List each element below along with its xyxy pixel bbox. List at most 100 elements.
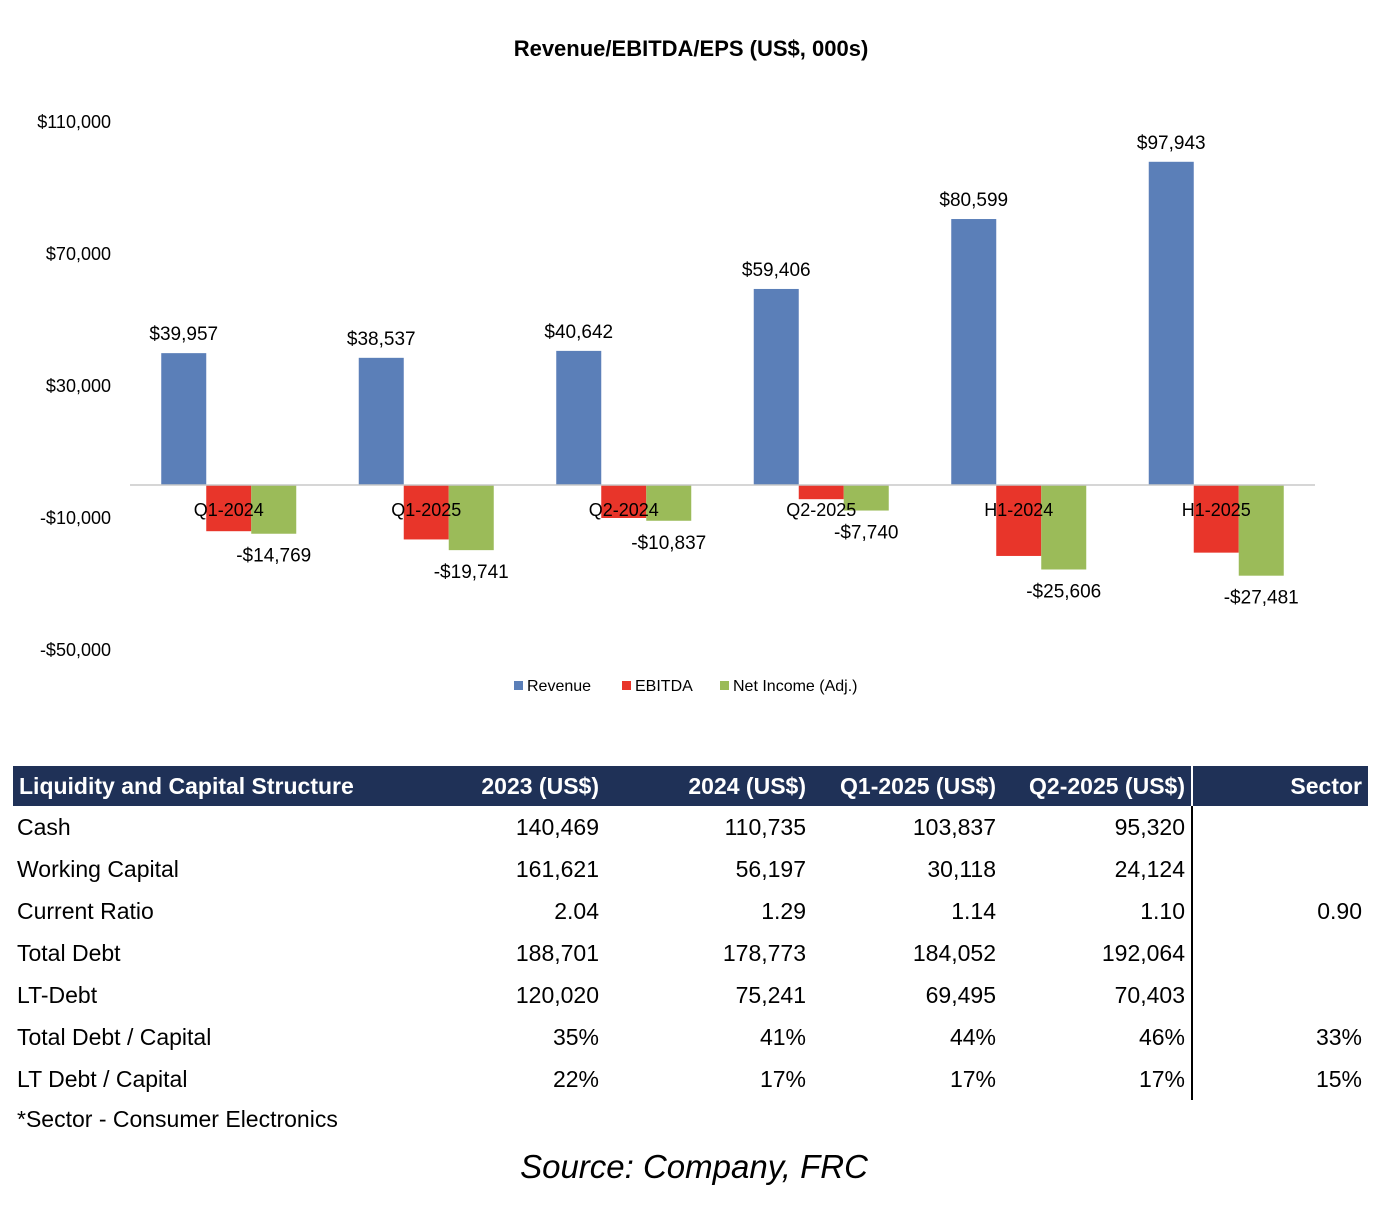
x-tick-label: Q1-2025 — [391, 500, 461, 520]
bar-ebitda — [601, 485, 647, 518]
data-label: -$19,741 — [434, 562, 509, 583]
data-label: -$27,481 — [1224, 588, 1299, 609]
table-cell: 17% — [759, 1065, 806, 1092]
table-cell — [1192, 974, 1368, 1016]
x-tick-label: Q2-2024 — [589, 500, 659, 520]
table-cell: 24,124 — [1002, 848, 1193, 890]
table-row: LT Debt / Capital 22% 17% 17% 17% 15% — [13, 1058, 1368, 1100]
bar-net-income-adj — [1238, 485, 1284, 576]
table-cell: 35% — [552, 1023, 599, 1050]
table-cell: 1.14 — [951, 897, 996, 924]
row-label: Cash — [17, 813, 71, 840]
data-label: -$7,740 — [834, 523, 898, 544]
bar-revenue — [951, 219, 997, 485]
row-label: Total Debt / Capital — [17, 1023, 212, 1050]
bar-revenue — [358, 357, 404, 485]
table-row: Total Debt 188,701 178,773 184,052 192,064 — [13, 932, 1368, 974]
legend-item: Net Income (Adj.) — [720, 678, 857, 695]
table-cell: 17% — [1002, 1058, 1193, 1100]
bar-chart: Revenue/EBITDA/EPS (US$, 000s) $110,000 $7… — [37, 36, 1315, 695]
header-q1-2025: Q1-2025 (US$) — [812, 766, 1002, 806]
table-row: Total Debt / Capital 35% 41% 44% 46% 33% — [13, 1016, 1368, 1058]
bar-revenue — [556, 350, 602, 485]
table-row: Working Capital 161,621 56,197 30,118 24,124 — [13, 848, 1368, 890]
bar-net-income-adj — [646, 485, 692, 521]
table-cell — [1192, 848, 1368, 890]
table-cell: 33% — [1315, 1023, 1362, 1050]
table-cell: 178,773 — [722, 939, 806, 966]
table-cell: 44% — [949, 1023, 996, 1050]
data-label: $59,406 — [742, 260, 811, 281]
data-label: -$25,606 — [1026, 581, 1101, 602]
table-cell: 0.90 — [1317, 897, 1362, 924]
row-label: Working Capital — [17, 855, 179, 882]
bar-net-income-adj — [1041, 485, 1087, 570]
y-tick-label: $70,000 — [46, 244, 111, 264]
legend-item: EBITDA — [622, 678, 693, 695]
bar-ebitda — [403, 485, 449, 540]
header-2024: 2024 (US$) — [605, 766, 812, 806]
bar-net-income-adj — [843, 485, 889, 511]
header-2023: 2023 (US$) — [448, 766, 605, 806]
data-label: $40,642 — [544, 322, 613, 343]
x-tick-label: H1-2025 — [1182, 500, 1251, 520]
bar-revenue — [161, 353, 207, 485]
row-label: Current Ratio — [17, 897, 154, 924]
table-row: Cash 140,469 110,735 103,837 95,320 — [13, 806, 1368, 848]
liquidity-table: Liquidity and Capital Structure 2023 (US… — [13, 766, 1368, 1100]
table-cell: 69,495 — [925, 981, 996, 1008]
table-cell: 70,403 — [1002, 974, 1193, 1016]
table-row: Current Ratio 2.04 1.29 1.14 1.10 0.90 — [13, 890, 1368, 932]
table-cell: 1.10 — [1002, 890, 1193, 932]
legend-swatch — [720, 681, 729, 690]
table-cell: 75,241 — [735, 981, 806, 1008]
table-cell: 95,320 — [1002, 806, 1193, 848]
legend-swatch — [514, 681, 523, 690]
data-label: $80,599 — [939, 190, 1008, 211]
table-cell: 46% — [1002, 1016, 1193, 1058]
bar-net-income-adj — [448, 485, 494, 551]
y-tick-label: $110,000 — [37, 112, 111, 132]
bar-ebitda — [206, 485, 252, 532]
table-cell: 103,837 — [912, 813, 996, 840]
table-cell — [1192, 806, 1368, 848]
row-label: LT-Debt — [17, 981, 98, 1008]
y-tick-label: -$50,000 — [40, 640, 111, 660]
table-cell: 140,469 — [515, 813, 599, 840]
chart-title: Revenue/EBITDA/EPS (US$, 000s) — [514, 36, 869, 61]
table-cell: 15% — [1315, 1065, 1362, 1092]
table-cell: 2.04 — [554, 897, 599, 924]
table-cell: 120,020 — [515, 981, 599, 1008]
legend-label: Net Income (Adj.) — [733, 678, 857, 695]
legend-swatch — [622, 681, 631, 690]
table-cell: 1.29 — [761, 897, 806, 924]
table-cell: 30,118 — [927, 855, 996, 882]
header-q2-2025: Q2-2025 (US$) — [1002, 766, 1192, 806]
x-tick-label: Q1-2024 — [194, 500, 264, 520]
table-cell: 184,052 — [912, 939, 996, 966]
table-cell: 188,701 — [515, 939, 599, 966]
data-label: $39,957 — [149, 324, 218, 345]
row-label: Total Debt — [17, 939, 121, 966]
table-footnote: *Sector - Consumer Electronics — [17, 1106, 338, 1132]
bar-ebitda — [1193, 485, 1239, 553]
table-cell: 110,735 — [724, 813, 806, 840]
bar-revenue — [753, 288, 799, 485]
legend-label: EBITDA — [635, 678, 693, 695]
table-row: LT-Debt 120,020 75,241 69,495 70,403 — [13, 974, 1368, 1016]
table-cell: 161,621 — [515, 855, 599, 882]
y-tick-label: $30,000 — [46, 376, 111, 396]
table-cell: 17% — [949, 1065, 996, 1092]
legend-label: Revenue — [527, 678, 591, 695]
bar-net-income-adj — [251, 485, 297, 534]
data-label: $97,943 — [1137, 133, 1206, 154]
bar-ebitda — [996, 485, 1042, 556]
data-label: -$14,769 — [236, 546, 311, 567]
table-cell — [1192, 932, 1368, 974]
bar-revenue — [1148, 161, 1194, 486]
row-label: LT Debt / Capital — [17, 1065, 188, 1092]
header-sector: Sector — [1191, 766, 1368, 806]
y-tick-label: -$10,000 — [40, 508, 111, 528]
table-cell: 56,197 — [735, 855, 806, 882]
table-cell: 41% — [759, 1023, 806, 1050]
